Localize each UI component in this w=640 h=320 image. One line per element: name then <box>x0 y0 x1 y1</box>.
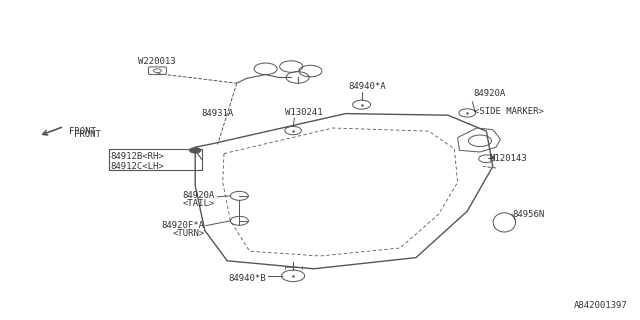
Text: FRONT: FRONT <box>69 127 96 136</box>
Text: 84912C<LH>: 84912C<LH> <box>110 162 164 171</box>
Text: A842001397: A842001397 <box>573 301 627 310</box>
Text: 84940*A: 84940*A <box>349 82 387 91</box>
Text: 84920F*A: 84920F*A <box>162 221 205 230</box>
Text: 84920A: 84920A <box>182 191 214 200</box>
Text: 84931A: 84931A <box>202 109 234 118</box>
Text: M120143: M120143 <box>490 154 527 163</box>
Text: 84940*B: 84940*B <box>228 274 266 283</box>
Text: 84912B<RH>: 84912B<RH> <box>110 152 164 161</box>
Text: 84956N: 84956N <box>512 210 544 219</box>
Text: <TURN>: <TURN> <box>173 229 205 238</box>
Text: <SIDE MARKER>: <SIDE MARKER> <box>474 107 543 116</box>
Text: <TAIL>: <TAIL> <box>182 199 214 208</box>
Circle shape <box>189 148 201 153</box>
Text: FRONT: FRONT <box>74 130 100 139</box>
Text: 84920A: 84920A <box>474 89 506 98</box>
Text: W130241: W130241 <box>285 108 323 117</box>
Text: W220013: W220013 <box>138 57 175 66</box>
Bar <box>109 149 202 170</box>
